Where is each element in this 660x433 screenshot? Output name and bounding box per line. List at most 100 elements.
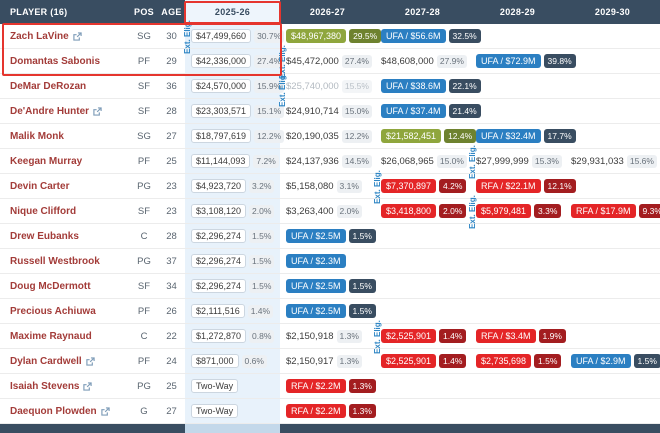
table-header: PLAYER (16) POS AGE 2025-26 2026-27 2027-28 20…: [0, 0, 660, 24]
salary-cell-2029-30: [565, 399, 660, 423]
player-age: 22: [166, 330, 177, 342]
salary-cell-2025-26: $871,000 0.6%: [185, 349, 280, 373]
cap-pct-badge: 7.2%: [253, 154, 279, 168]
salary-cell-2027-28: [375, 374, 470, 398]
player-name-link[interactable]: Malik Monk: [10, 130, 64, 142]
salary-cell-2029-30: [565, 74, 660, 98]
player-name-link[interactable]: Domantas Sabonis: [10, 55, 101, 67]
player-name-link[interactable]: Drew Eubanks: [10, 230, 79, 242]
column-header-2025-26[interactable]: 2025-26: [185, 0, 280, 24]
salary-cell-2029-30: [565, 299, 660, 323]
player-age: 27: [166, 405, 177, 417]
player-age: 30: [166, 30, 177, 42]
player-age: 37: [166, 255, 177, 267]
column-header-2029-30[interactable]: 2029-30: [594, 7, 631, 17]
table-row: Russell Westbrook PG 37 $2,296,274 1.5% UFA /…: [0, 249, 660, 274]
salary-badge: $3,418,800: [381, 204, 437, 218]
cap-pct-badge: 22.1%: [448, 79, 481, 93]
salary-cell-2028-29: $2,735,698 1.5%: [470, 349, 565, 373]
salary-cell-2025-26: $2,296,274 1.5%: [185, 274, 280, 298]
player-name-link[interactable]: Isaiah Stevens: [10, 380, 80, 392]
player-position: SG: [137, 130, 151, 142]
salary-cell-2026-27: $24,137,936 14.5%: [280, 149, 375, 173]
salary-badge: $48,967,380: [286, 29, 347, 43]
player-name-link[interactable]: Daequon Plowden: [10, 405, 97, 417]
free-agent-badge: UFA / $2.5M: [286, 279, 346, 293]
player-name-link[interactable]: Maxime Raynaud: [10, 330, 92, 342]
column-header-2027-28[interactable]: 2027-28: [404, 7, 441, 17]
salary-cell-2025-26: $2,111,516 1.4%: [185, 299, 280, 323]
player-age: 24: [166, 355, 177, 367]
player-name-link[interactable]: Devin Carter: [10, 180, 70, 192]
cap-pct-badge: 17.7%: [543, 129, 576, 143]
table-row: Isaiah Stevens PG 25 Two-Way RFA / $2.2M 1.3%: [0, 374, 660, 399]
salary-cell-2025-26: $24,570,000 15.9%: [185, 74, 285, 98]
cap-pct-badge: 2.0%: [249, 204, 275, 218]
player-name-link[interactable]: DeMar DeRozan: [10, 80, 87, 92]
player-name-link[interactable]: Keegan Murray: [10, 155, 83, 167]
player-cell: Maxime Raynaud: [0, 324, 130, 348]
cap-pct-badge: 0.6%: [241, 354, 267, 368]
column-header-2028-29[interactable]: 2028-29: [499, 7, 536, 17]
player-cell: Nique Clifford: [0, 199, 130, 223]
player-name-link[interactable]: Dylan Cardwell: [10, 355, 82, 367]
cap-pct-badge: 15.6%: [626, 154, 657, 168]
player-name-link[interactable]: Precious Achiuwa: [10, 305, 96, 317]
player-cell: Russell Westbrook: [0, 249, 130, 273]
salary-value: $4,923,720: [191, 179, 247, 193]
salary-value: $26,068,965: [381, 155, 434, 167]
column-header-player[interactable]: PLAYER (16): [10, 7, 68, 17]
player-name-link[interactable]: Doug McDermott: [10, 280, 91, 292]
salary-cell-2028-29: [470, 274, 565, 298]
player-position: PG: [137, 180, 151, 192]
contract-note-icon[interactable]: [86, 356, 95, 366]
player-position: C: [140, 330, 148, 342]
contract-note-icon[interactable]: [73, 31, 82, 41]
contract-note-icon[interactable]: [93, 106, 102, 116]
salary-value: $871,000: [191, 354, 239, 368]
contract-note-icon[interactable]: [100, 406, 110, 416]
player-cell: Zach LaVine: [0, 24, 130, 48]
contract-note-icon[interactable]: [83, 381, 93, 391]
player-age: 28: [166, 230, 177, 242]
player-name-link[interactable]: Nique Clifford: [10, 205, 77, 217]
cap-pct-badge: 29.5%: [349, 29, 382, 43]
salary-value: $2,296,274: [191, 229, 247, 243]
salary-cell-2028-29: $5,979,481 3.3%: [470, 199, 565, 223]
salary-cell-2028-29: [470, 249, 565, 273]
column-header-pos[interactable]: POS: [134, 7, 154, 17]
player-position: SG: [137, 30, 151, 42]
salary-badge: $5,979,481: [476, 204, 532, 218]
salary-cell-2029-30: UFA / $2.9M 1.5%: [565, 349, 660, 373]
player-position: SF: [137, 105, 151, 117]
column-header-age[interactable]: AGE: [161, 7, 182, 17]
salary-cell-2029-30: RFA / $17.9M 9.3%: [565, 199, 660, 223]
player-name-link[interactable]: Russell Westbrook: [10, 255, 100, 267]
salary-cell-2029-30: [565, 174, 660, 198]
salary-cell-2028-29: [470, 24, 565, 48]
free-agent-badge: UFA / $2.5M: [286, 229, 346, 243]
cap-pct-badge: 1.3%: [336, 329, 362, 343]
cap-pct-badge: 1.5%: [348, 304, 376, 318]
cap-pct-badge: 12.4%: [444, 129, 477, 143]
salary-cell-2027-28: $48,608,000 27.9%: [375, 49, 470, 73]
salary-cell-2029-30: [565, 24, 660, 48]
salary-cell-2026-27: UFA / $2.3M: [280, 249, 375, 273]
cap-pct-badge: 1.5%: [534, 354, 562, 368]
salary-cell-2025-26: Two-Way: [185, 399, 280, 423]
player-age: 29: [166, 55, 177, 67]
player-name-link[interactable]: De'Andre Hunter: [10, 105, 90, 117]
player-age: 34: [166, 280, 177, 292]
player-cell: Domantas Sabonis: [0, 49, 130, 73]
player-cell: Dylan Cardwell: [0, 349, 130, 373]
player-name-link[interactable]: Zach LaVine: [10, 30, 69, 42]
player-age: 28: [166, 105, 177, 117]
player-cell: Daequon Plowden: [0, 399, 130, 423]
cap-pct-badge: 12.1%: [543, 179, 576, 193]
player-cell: Devin Carter: [0, 174, 130, 198]
player-age: 23: [166, 180, 177, 192]
table-row: Daequon Plowden G 27 Two-Way RFA / $2.2M 1.3%: [0, 399, 660, 424]
column-header-2026-27[interactable]: 2026-27: [309, 7, 346, 17]
salary-cell-2028-29: RFA / $22.1M 12.1%: [470, 174, 576, 198]
